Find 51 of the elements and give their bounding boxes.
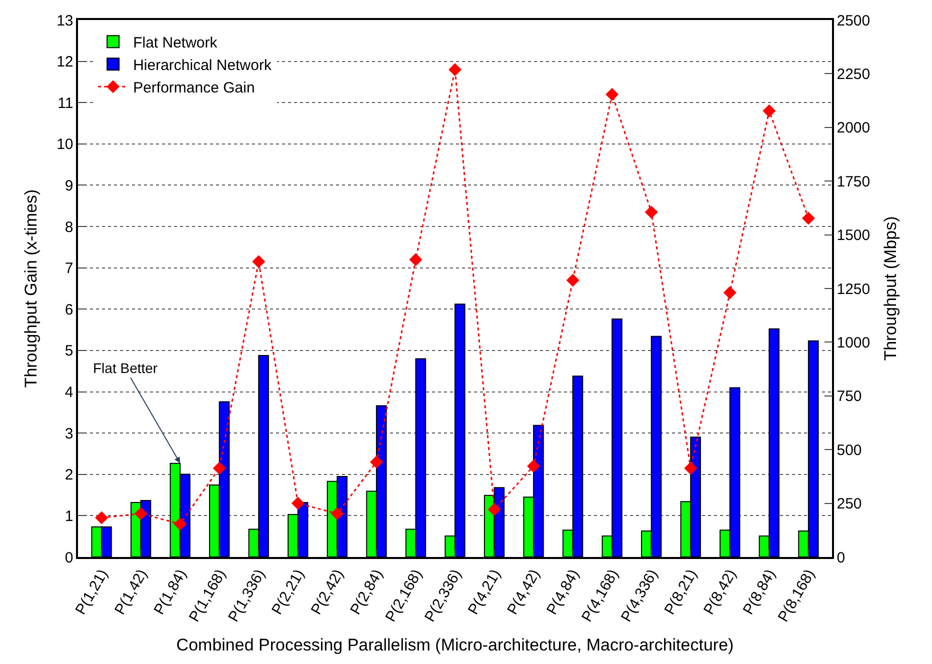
legend-label: Performance Gain [133, 79, 255, 96]
y2-tick-label: 250 [836, 496, 862, 513]
y-tick-label: 5 [64, 342, 74, 360]
y-tick-label: 4 [64, 384, 74, 402]
y-tick-label: 7 [64, 260, 74, 278]
y2-tick-label: 1750 [836, 173, 870, 190]
legend-label: Flat Network [133, 34, 218, 52]
y2-tick-label: 2500 [836, 12, 870, 30]
legend-label: Hierarchical Network [133, 56, 272, 74]
y-tick-label: 6 [64, 301, 74, 318]
point [134, 507, 148, 520]
point [370, 455, 383, 468]
point [330, 507, 344, 520]
point [644, 206, 658, 219]
point [762, 104, 776, 118]
y2-tick-label: 0 [836, 549, 846, 566]
point [488, 503, 501, 516]
y-tick-label: 3 [64, 425, 74, 442]
y-tick-label: 13 [56, 12, 74, 30]
point [409, 253, 422, 266]
point [527, 460, 540, 473]
y2-tick-label: 1500 [836, 227, 870, 244]
point [448, 63, 462, 76]
y-axis-title: Throughput Gain (x-times) [22, 189, 41, 388]
y-tick-label: 1 [64, 508, 74, 525]
y-tick-label: 12 [56, 54, 74, 71]
y2-tick-label: 500 [836, 442, 862, 459]
point [566, 274, 580, 287]
point [606, 88, 619, 101]
y2-tick-label: 750 [836, 388, 862, 406]
point [291, 496, 304, 510]
y-tick-label: 10 [56, 136, 74, 154]
y2-axis-title: Throughput (Mbps) [881, 216, 900, 361]
y2-tick-label: 1250 [836, 280, 870, 298]
point [802, 212, 815, 225]
point [252, 255, 266, 268]
point [684, 462, 698, 475]
y2-tick-label: 1000 [836, 334, 870, 352]
x-axis-title: Combined Processing Parallelism (Micro-architecture, Macro-architecture) [176, 636, 734, 655]
y-tick-label: 9 [64, 177, 74, 194]
annotation: Flat Better [93, 360, 158, 376]
point [95, 511, 108, 524]
y-tick-label: 11 [58, 94, 74, 112]
y2-tick-label: 2250 [836, 66, 870, 83]
point [174, 517, 187, 530]
point [723, 286, 736, 300]
y-tick-label: 2 [64, 466, 74, 484]
y2-tick-label: 2000 [836, 120, 870, 137]
point [212, 462, 226, 475]
y-tick-label: 8 [64, 218, 74, 236]
y-tick-label: 0 [64, 549, 74, 566]
